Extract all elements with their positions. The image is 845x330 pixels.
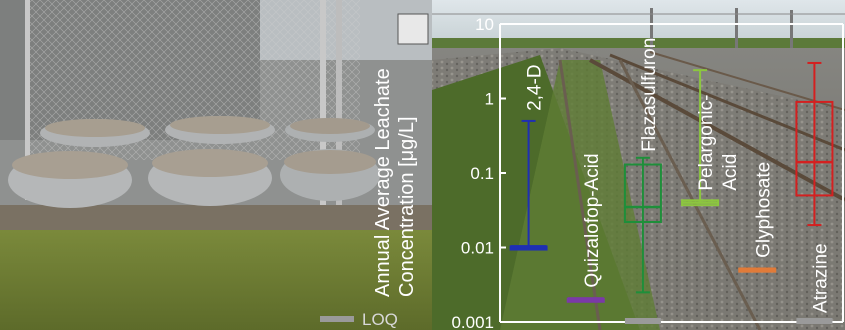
box-glyphosate xyxy=(738,267,777,273)
category-label: 2,4-D xyxy=(525,64,546,110)
loq-marker xyxy=(624,318,661,324)
legend: LOQ xyxy=(320,310,398,329)
category-label: Flazasulfuron xyxy=(639,38,660,152)
y-tick-label: 0.001 xyxy=(451,313,494,330)
box-flazasulfuron xyxy=(623,156,662,324)
y-axis-title: Annual Average Leachate Concentration [μ… xyxy=(372,63,418,297)
legend-loq-label: LOQ xyxy=(362,310,398,329)
box-atrazine xyxy=(795,61,834,324)
loq-marker xyxy=(796,318,833,324)
box-quizalofop-acid xyxy=(566,297,605,303)
value-marker xyxy=(739,267,776,273)
category-labels: 2,4-D Quizalofop-Acid Flazasulfuron Pelargo… xyxy=(525,38,832,313)
y-tick-label: 10 xyxy=(475,15,494,34)
axes: 0.001 0.01 0.1 1 10 xyxy=(451,15,844,330)
value-marker xyxy=(567,297,604,303)
y-tick-label: 1 xyxy=(485,90,494,109)
box-pelargonic-acid xyxy=(681,69,720,207)
lysimeter-photo xyxy=(0,0,432,330)
box-iqr xyxy=(795,100,834,197)
legend-loq-swatch xyxy=(320,316,354,322)
category-label-line: Acid xyxy=(720,154,741,191)
value-marker xyxy=(510,245,547,250)
category-label: Pelargonic- Acid xyxy=(696,95,741,191)
category-label-line: Pelargonic- xyxy=(696,95,717,191)
marks xyxy=(509,61,834,324)
y-tick-label: 0.01 xyxy=(461,239,494,258)
category-label: Quizalofop-Acid xyxy=(582,153,603,287)
category-label: Glyphosate xyxy=(753,162,774,258)
y-tick-label: 0.1 xyxy=(470,164,494,183)
box-iqr xyxy=(623,163,662,223)
box-2-4-d xyxy=(509,119,548,251)
category-label: Atrazine xyxy=(810,243,831,313)
